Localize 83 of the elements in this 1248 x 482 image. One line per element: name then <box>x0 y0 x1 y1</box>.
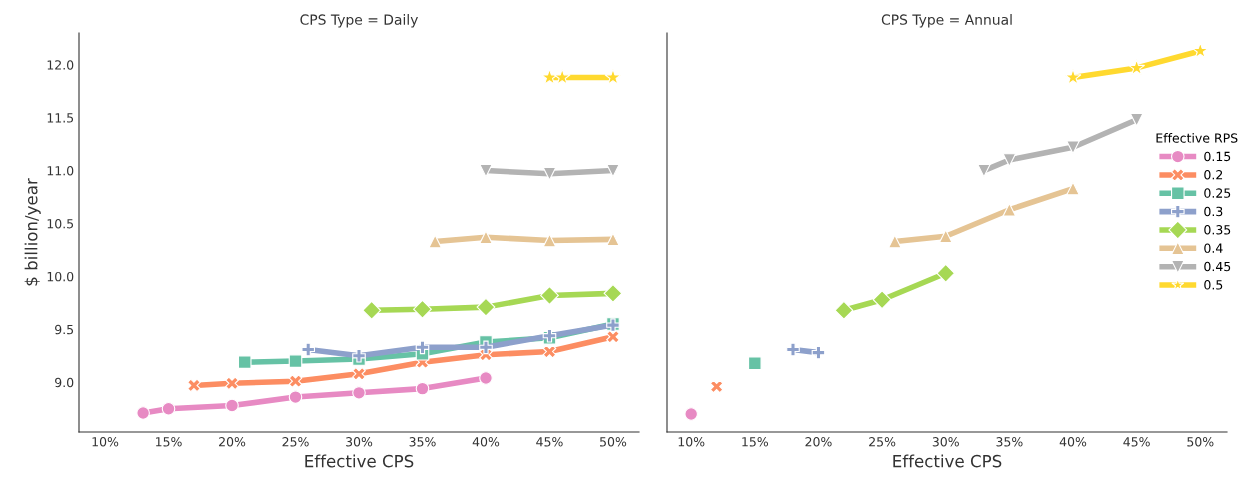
x-tick-label: 20% <box>805 437 832 447</box>
y-axis-title: $ billion/year <box>24 178 41 286</box>
x-axis-title: Effective CPS <box>893 454 1002 468</box>
point <box>604 68 622 85</box>
point <box>225 398 239 413</box>
x-tick-label: 25% <box>869 437 896 447</box>
point <box>301 342 316 357</box>
x-tick-label: 30% <box>346 437 373 447</box>
point <box>603 283 623 303</box>
point <box>415 340 430 355</box>
chart-title: CPS Type = Daily <box>300 14 418 28</box>
x-tick-label: 30% <box>932 437 959 447</box>
point <box>1002 153 1017 167</box>
point <box>476 297 496 317</box>
point <box>606 232 620 247</box>
x-tick-label: 35% <box>409 437 436 447</box>
point <box>938 229 953 244</box>
point <box>542 166 557 181</box>
point <box>888 234 902 249</box>
y-tick-label: 12.0 <box>47 60 74 70</box>
point <box>1191 42 1209 59</box>
y-tick-label: 10.5 <box>47 218 74 229</box>
point <box>352 366 366 381</box>
chart-title: CPS Type = Annual <box>881 14 1012 28</box>
y-tick-label: 11.5 <box>47 113 74 123</box>
y-tick-label: 11.0 <box>47 166 74 176</box>
x-tick-label: 10% <box>678 437 705 447</box>
point <box>161 401 176 416</box>
point <box>684 407 698 421</box>
point <box>1129 112 1144 127</box>
point <box>479 230 493 245</box>
x-tick-label: 20% <box>219 437 246 447</box>
point <box>136 406 150 420</box>
point <box>362 300 382 320</box>
legend-label: 0.45 <box>1204 261 1231 272</box>
point <box>872 290 892 310</box>
point <box>225 376 239 391</box>
y-tick-label: 9.5 <box>55 324 74 335</box>
x-tick-label: 25% <box>282 437 309 447</box>
point <box>748 356 762 371</box>
legend-label: 0.15 <box>1204 151 1231 162</box>
point <box>352 386 366 400</box>
point <box>479 371 493 385</box>
legend-label: 0.4 <box>1204 243 1223 253</box>
legend-label: 0.25 <box>1204 188 1231 198</box>
point <box>187 378 201 393</box>
x-tick-label: 15% <box>156 437 182 447</box>
x-tick-label: 45% <box>536 437 563 447</box>
x-tick-label: 10% <box>92 437 119 447</box>
point <box>479 340 493 355</box>
legend-label: 0.5 <box>1204 280 1223 290</box>
point <box>1128 59 1146 76</box>
point <box>553 68 571 85</box>
point <box>811 345 826 360</box>
point <box>1064 68 1082 85</box>
x-tick-label: 15% <box>742 437 769 447</box>
point <box>542 233 557 248</box>
x-tick-label: 40% <box>1059 437 1087 447</box>
point <box>428 234 442 249</box>
x-tick-label: 50% <box>1187 437 1214 447</box>
legend-label: 0.3 <box>1204 206 1223 217</box>
legend-label: 0.2 <box>1204 170 1223 180</box>
point <box>288 390 303 404</box>
point <box>540 286 559 305</box>
point <box>413 299 432 319</box>
point <box>786 342 800 357</box>
legend-label: 0.35 <box>1204 225 1231 235</box>
y-tick-label: 9.0 <box>55 377 74 388</box>
point <box>415 381 430 396</box>
y-tick-label: 10.0 <box>47 271 74 282</box>
point <box>288 374 303 389</box>
point <box>288 354 303 368</box>
point <box>352 348 366 363</box>
point <box>237 355 252 369</box>
x-tick-label: 50% <box>600 437 627 447</box>
x-tick-label: 40% <box>472 437 500 447</box>
x-axis-title: Effective CPS <box>305 454 414 468</box>
legend-title: Effective RPS <box>1156 133 1238 143</box>
point <box>606 329 620 344</box>
x-tick-label: 35% <box>996 437 1023 447</box>
point <box>936 263 956 283</box>
x-tick-label: 45% <box>1123 437 1150 447</box>
point <box>834 300 854 320</box>
